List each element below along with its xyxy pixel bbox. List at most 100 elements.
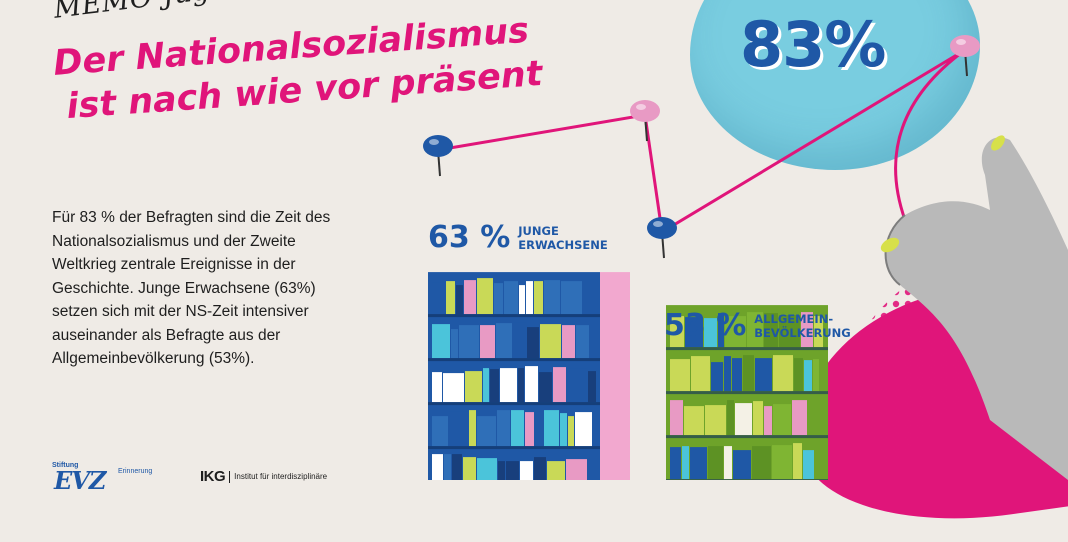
book-spine (432, 324, 450, 359)
book-spine (483, 368, 489, 403)
book-spine (504, 281, 518, 315)
pin-string (437, 48, 966, 235)
book-spine (544, 280, 560, 315)
book-spine (670, 447, 681, 480)
book-spine (670, 359, 690, 392)
shelf-board (428, 314, 600, 318)
book-spine (534, 457, 546, 480)
book-spine (451, 329, 458, 359)
stat-value: 53 % (664, 308, 747, 343)
book-spine (562, 325, 575, 359)
book-spine (465, 371, 482, 403)
stat-general-population: 53 % ALLGEMEIN- BEVÖLKERUNG (664, 308, 851, 343)
shelf-board (666, 347, 828, 351)
book-spine (444, 454, 451, 480)
shelf-board (666, 435, 828, 439)
stat-label-line: JUNGE (518, 223, 559, 238)
book-spine (794, 358, 803, 392)
book-spine (496, 323, 512, 359)
logo-text: Institut für interdisziplinäre (234, 472, 328, 481)
book-spine (727, 400, 734, 436)
logo-small-text: Stiftung (52, 462, 79, 469)
push-pin-icon (423, 135, 453, 157)
pin-highlight (653, 221, 663, 227)
book-spine (480, 325, 495, 359)
book-spine (772, 445, 792, 480)
book-spine (804, 360, 812, 392)
stat-label: ALLGEMEIN- BEVÖLKERUNG (754, 312, 850, 340)
book-spine (535, 411, 543, 447)
book-spine (813, 359, 819, 392)
book-spine (752, 446, 771, 480)
pin-highlight (636, 104, 646, 110)
book-spine (705, 405, 726, 436)
book-spine (792, 400, 807, 436)
ikg-logo: IKG Institut für interdisziplinäre (200, 468, 327, 485)
book-spine (724, 356, 731, 392)
bookshelf-bar-chart (423, 35, 1068, 480)
book-spine (704, 318, 717, 348)
book-spine (432, 282, 445, 315)
book-spine (793, 443, 802, 480)
book-spine (801, 312, 813, 348)
book-spine (670, 400, 683, 436)
book-spine (779, 315, 800, 348)
push-pin-icon (630, 100, 660, 122)
pin-highlight (956, 39, 966, 45)
book-spine (519, 285, 525, 315)
book-spine (526, 281, 533, 315)
book-spine (452, 454, 462, 480)
book-spine (518, 368, 524, 403)
logo-side-text: Erinnerung (118, 468, 153, 475)
stat-value: 63 % (428, 220, 511, 255)
book-spine (513, 322, 526, 359)
book-spine (690, 447, 707, 480)
hand-illustration (885, 137, 1068, 480)
body-paragraph: Für 83 % der Befragten sind die Zeit des… (52, 209, 331, 367)
book-spine (764, 313, 778, 348)
evz-logo: Stiftung EVZ Erinnerung (52, 462, 192, 495)
stat-label-line: ERWACHSENE (518, 237, 608, 252)
shelf-board (428, 402, 600, 406)
book-spine (743, 355, 754, 392)
book-spine (708, 446, 723, 480)
book-spine (568, 416, 574, 447)
book-spine (498, 461, 505, 480)
book-spine (682, 446, 689, 480)
logo-mark: EVZ (54, 466, 106, 495)
book-spine (443, 373, 464, 403)
book-spine (459, 325, 479, 359)
book-spine (724, 446, 732, 480)
book-spine (540, 324, 561, 359)
book-spine (497, 410, 510, 447)
book-spine (511, 410, 524, 447)
book-spine (525, 366, 538, 403)
book-spine (566, 459, 587, 480)
shelf-board (428, 358, 600, 362)
book-spine (553, 367, 566, 403)
book-spine (494, 283, 503, 315)
book-spine (477, 278, 493, 315)
book-spine (539, 372, 552, 403)
book-spine (477, 458, 497, 480)
book-spine (588, 371, 596, 403)
stat-label-line: ALLGEMEIN- (754, 311, 834, 326)
book-spine (711, 362, 723, 392)
book-spine (560, 413, 567, 447)
book-spine (670, 316, 684, 348)
book-spine (463, 457, 476, 480)
book-spine (477, 416, 496, 447)
book-spine (446, 281, 455, 315)
fingernail (880, 237, 900, 253)
book-spine (527, 327, 539, 359)
logo-mark: IKG (200, 468, 226, 485)
book-spine (561, 281, 582, 315)
book-spine (747, 312, 763, 348)
logo-divider (229, 470, 231, 483)
book-spine (520, 461, 533, 480)
highlight-percent: 83% (740, 8, 886, 81)
push-pin-icon (950, 35, 980, 57)
book-spine (773, 404, 791, 436)
book-spine (725, 316, 746, 348)
book-spine (733, 450, 751, 480)
